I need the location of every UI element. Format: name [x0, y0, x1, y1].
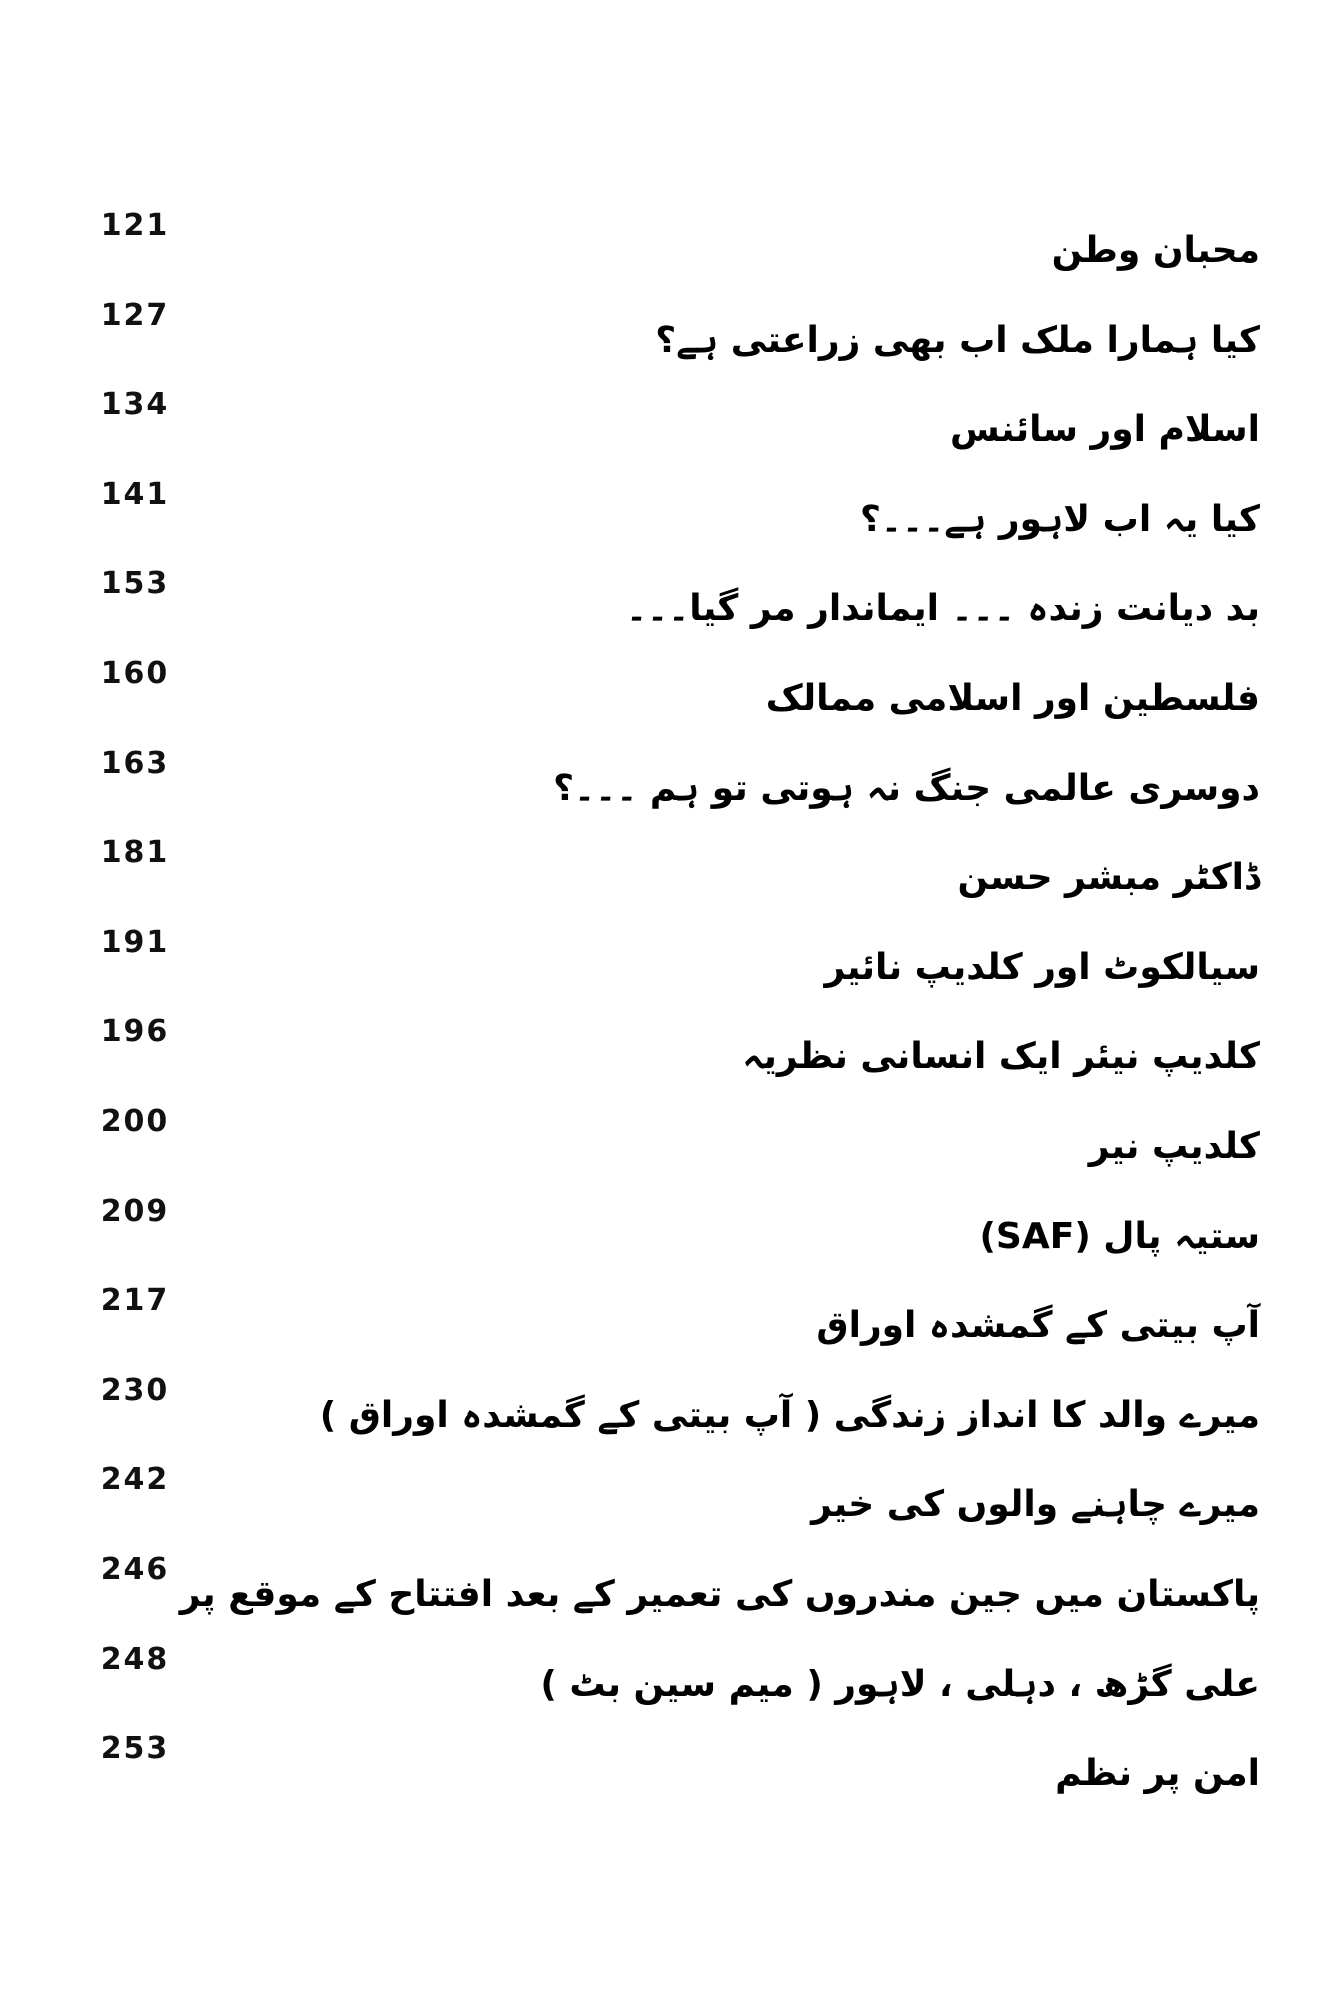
page-number: 181 [100, 835, 170, 871]
toc-entry: 121 محبان وطن [0, 208, 1342, 298]
toc-entry: 230 میرے والد کا انداز زندگی ( آپ بیتی کے… [0, 1373, 1342, 1463]
toc-entry: 200 کلدیپ نیر [0, 1104, 1342, 1194]
page-number: 242 [100, 1462, 170, 1498]
toc-entry: 209 ستیہ پال (SAF) [0, 1194, 1342, 1284]
toc-entry: 160 فلسطین اور اسلامی ممالک [0, 656, 1342, 746]
page-number: 127 [100, 297, 170, 333]
toc-entry: 191 سیالکوٹ اور کلدیپ نائیر [0, 925, 1342, 1015]
toc-entry: 127 کیا ہمارا ملک اب بھی زراعتی ہے؟ [0, 298, 1342, 388]
page-number: 230 [100, 1372, 170, 1408]
page-number: 253 [100, 1731, 170, 1767]
chapter-title: آپ بیتی کے گمشدہ اوراق [816, 1305, 1260, 1347]
chapter-title: کیا ہمارا ملک اب بھی زراعتی ہے؟ [655, 319, 1260, 361]
chapter-title: کلدیپ نیئر ایک انسانی نظریہ [742, 1036, 1260, 1078]
chapter-title: محبان وطن [1051, 230, 1260, 271]
chapter-title: اسلام اور سائنس [950, 409, 1260, 451]
toc-entry: 163 دوسری عالمی جنگ نہ ہوتی تو ہم ۔۔۔؟ [0, 746, 1342, 836]
table-of-contents: 121 محبان وطن 127 کیا ہمارا ملک اب بھی زراع… [0, 208, 1342, 1821]
page-number: 248 [100, 1641, 170, 1677]
page-number: 191 [100, 924, 170, 960]
chapter-title: فلسطین اور اسلامی ممالک [765, 677, 1260, 719]
toc-entry: 246 پاکستان میں جین مندروں کی تعمیر کے بع… [0, 1552, 1342, 1642]
page-number: 217 [100, 1283, 170, 1319]
page-number: 153 [100, 566, 170, 602]
chapter-title: میرے والد کا انداز زندگی ( آپ بیتی کے گم… [319, 1394, 1260, 1436]
chapter-title: ستیہ پال (SAF) [979, 1215, 1260, 1257]
chapter-title: کیا یہ اب لاہور ہے۔۔۔؟ [860, 498, 1260, 540]
chapter-title: میرے چاہنے والوں کی خیر [811, 1484, 1260, 1526]
page-number: 160 [100, 655, 170, 691]
chapter-title: علی گڑھ ، دہلی ، لاہور ( میم سین بٹ ) [540, 1663, 1260, 1705]
page-number: 209 [100, 1193, 170, 1229]
toc-entry: 253 امن پر نظم [0, 1731, 1342, 1821]
page-number: 200 [100, 1103, 170, 1139]
toc-entry: 153 بد دیانت زندہ ۔۔۔ ایماندار مر گیا۔۔۔ [0, 566, 1342, 656]
chapter-title: بد دیانت زندہ ۔۔۔ ایماندار مر گیا۔۔۔ [625, 588, 1260, 630]
chapter-title: ڈاکٹر مبشر حسن [957, 857, 1260, 899]
page-number: 246 [100, 1551, 170, 1587]
chapter-title: دوسری عالمی جنگ نہ ہوتی تو ہم ۔۔۔؟ [553, 767, 1260, 809]
page-number: 134 [100, 387, 170, 423]
page-number: 163 [100, 745, 170, 781]
toc-entry: 248 علی گڑھ ، دہلی ، لاہور ( میم سین بٹ ) [0, 1642, 1342, 1732]
page-number: 141 [100, 476, 170, 512]
toc-entry: 217 آپ بیتی کے گمشدہ اوراق [0, 1283, 1342, 1373]
toc-entry: 141 کیا یہ اب لاہور ہے۔۔۔؟ [0, 477, 1342, 567]
toc-entry: 196 کلدیپ نیئر ایک انسانی نظریہ [0, 1014, 1342, 1104]
toc-entry: 181 ڈاکٹر مبشر حسن [0, 835, 1342, 925]
page-number: 196 [100, 1014, 170, 1050]
chapter-title: پاکستان میں جین مندروں کی تعمیر کے بعد ا… [179, 1573, 1260, 1615]
chapter-title: کلدیپ نیر [1088, 1125, 1260, 1167]
page-number: 121 [100, 208, 170, 243]
chapter-title: امن پر نظم [1055, 1753, 1260, 1795]
toc-entry: 134 اسلام اور سائنس [0, 387, 1342, 477]
chapter-title: سیالکوٹ اور کلدیپ نائیر [824, 946, 1260, 988]
toc-entry: 242 میرے چاہنے والوں کی خیر [0, 1462, 1342, 1552]
